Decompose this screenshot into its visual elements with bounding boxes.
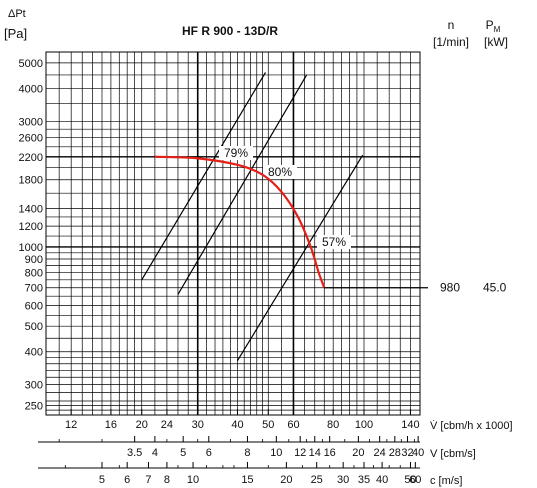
plot-frame <box>45 51 421 416</box>
x-tick-label: 3.5 <box>127 447 142 459</box>
y-tick-label: 500 <box>25 321 43 333</box>
x-tick-label: 10 <box>270 447 282 459</box>
x-tick-label: 6 <box>206 447 212 459</box>
x-tick-label: 30 <box>192 419 204 431</box>
x-tick-label: 80 <box>327 419 339 431</box>
y-tick-label: 5000 <box>19 58 43 70</box>
pm-unit: [kW] <box>484 35 508 49</box>
y-tick-label: 300 <box>25 380 43 392</box>
efficiency-label: 80% <box>268 165 292 179</box>
y-tick-label: 2200 <box>19 152 43 164</box>
x-tick-label: 8 <box>164 474 170 486</box>
fan-curve-group <box>154 155 326 289</box>
x-tick-label: 50 <box>262 419 274 431</box>
x-tick-label: 15 <box>241 474 253 486</box>
efficiency-line <box>236 154 364 361</box>
efficiency-label: 57% <box>322 235 346 249</box>
efficiency-label-bg <box>219 146 253 160</box>
x-tick-label: 140 <box>401 419 419 431</box>
n-label: n <box>448 18 455 32</box>
grid <box>45 51 421 416</box>
x-tick-label: 12 <box>294 447 306 459</box>
x-tick-label: 5 <box>99 474 105 486</box>
pm-label: PM <box>486 18 501 34</box>
x-axis-label: V [cbm/s] <box>430 448 476 460</box>
x-axes: 12 16 20 24 30 40 50 60 80 100 140 V̇ [cbm/h x 1000… <box>38 409 513 487</box>
y-tick-label: 1800 <box>19 175 43 187</box>
fan-curve <box>154 155 326 289</box>
x-tick-label: 32 <box>401 447 413 459</box>
y-tick-label: 1400 <box>19 203 43 215</box>
efficiency-line <box>141 72 266 281</box>
efficiency-label: 79% <box>224 146 248 160</box>
x-tick-label: 20 <box>136 419 148 431</box>
x-tick-label: 16 <box>105 419 117 431</box>
x-tick-label: 7 <box>145 474 151 486</box>
y-tick-label: 2600 <box>19 133 43 145</box>
y-tick-label: 600 <box>25 300 43 312</box>
y-tick-label: 800 <box>25 267 43 279</box>
x-tick-label: 5 <box>180 447 186 459</box>
x-tick-label: 60 <box>409 474 421 486</box>
x-tick-label: 60 <box>287 419 299 431</box>
y-tick-label: 900 <box>25 254 43 266</box>
x-tick-label: 8 <box>244 447 250 459</box>
y-tick-label: 1200 <box>19 221 43 233</box>
efficiency-lines: 79% 80% 57% <box>141 72 364 361</box>
x-tick-label: 20 <box>352 447 364 459</box>
x-tick-label: 20 <box>280 474 292 486</box>
x-tick-label: 30 <box>337 474 349 486</box>
x-tick-label: 40 <box>412 447 424 459</box>
y-tick-label: 3000 <box>19 116 43 128</box>
x-tick-label: 14 <box>309 447 321 459</box>
x-tick-label: 100 <box>355 419 373 431</box>
x-axis-label: V̇ [cbm/h x 1000] <box>430 419 513 432</box>
operating-power-value: 45.0 <box>483 281 507 295</box>
efficiency-line <box>177 74 308 295</box>
x-tick-label: 10 <box>187 474 199 486</box>
x-tick-label: 50 <box>404 474 416 486</box>
y-tick-label: 700 <box>25 283 43 295</box>
n-unit: [1/min] <box>433 35 469 49</box>
x-tick-label: 40 <box>376 474 388 486</box>
x-tick-label: 6 <box>124 474 130 486</box>
chart-title: HF R 900 - 13D/R <box>182 24 278 38</box>
x-tick-label: 12 <box>65 419 77 431</box>
x-tick-label: 40 <box>231 419 243 431</box>
x-tick-label: 24 <box>161 419 173 431</box>
efficiency-label-bg <box>263 165 297 179</box>
y-tick-label: 400 <box>25 347 43 359</box>
y-axis-label: ΔPt <box>8 8 26 20</box>
y-tick-label: 4000 <box>19 83 43 95</box>
x-tick-label: 16 <box>324 447 336 459</box>
efficiency-label-bg <box>317 235 351 249</box>
y-axis-unit: [Pa] <box>4 26 27 41</box>
operating-point-group: 980 45.0 <box>324 281 507 295</box>
x-axis-label: c [m/s] <box>430 475 462 487</box>
x-tick-label: 24 <box>374 447 386 459</box>
y-tick-label: 1000 <box>19 242 43 254</box>
x-tick-label: 25 <box>311 474 323 486</box>
x-tick-label: 28 <box>389 447 401 459</box>
operating-speed-value: 980 <box>440 281 460 295</box>
x-tick-label: 4 <box>152 447 158 459</box>
y-tick-label: 250 <box>25 400 43 412</box>
x-tick-label: 35 <box>358 474 370 486</box>
